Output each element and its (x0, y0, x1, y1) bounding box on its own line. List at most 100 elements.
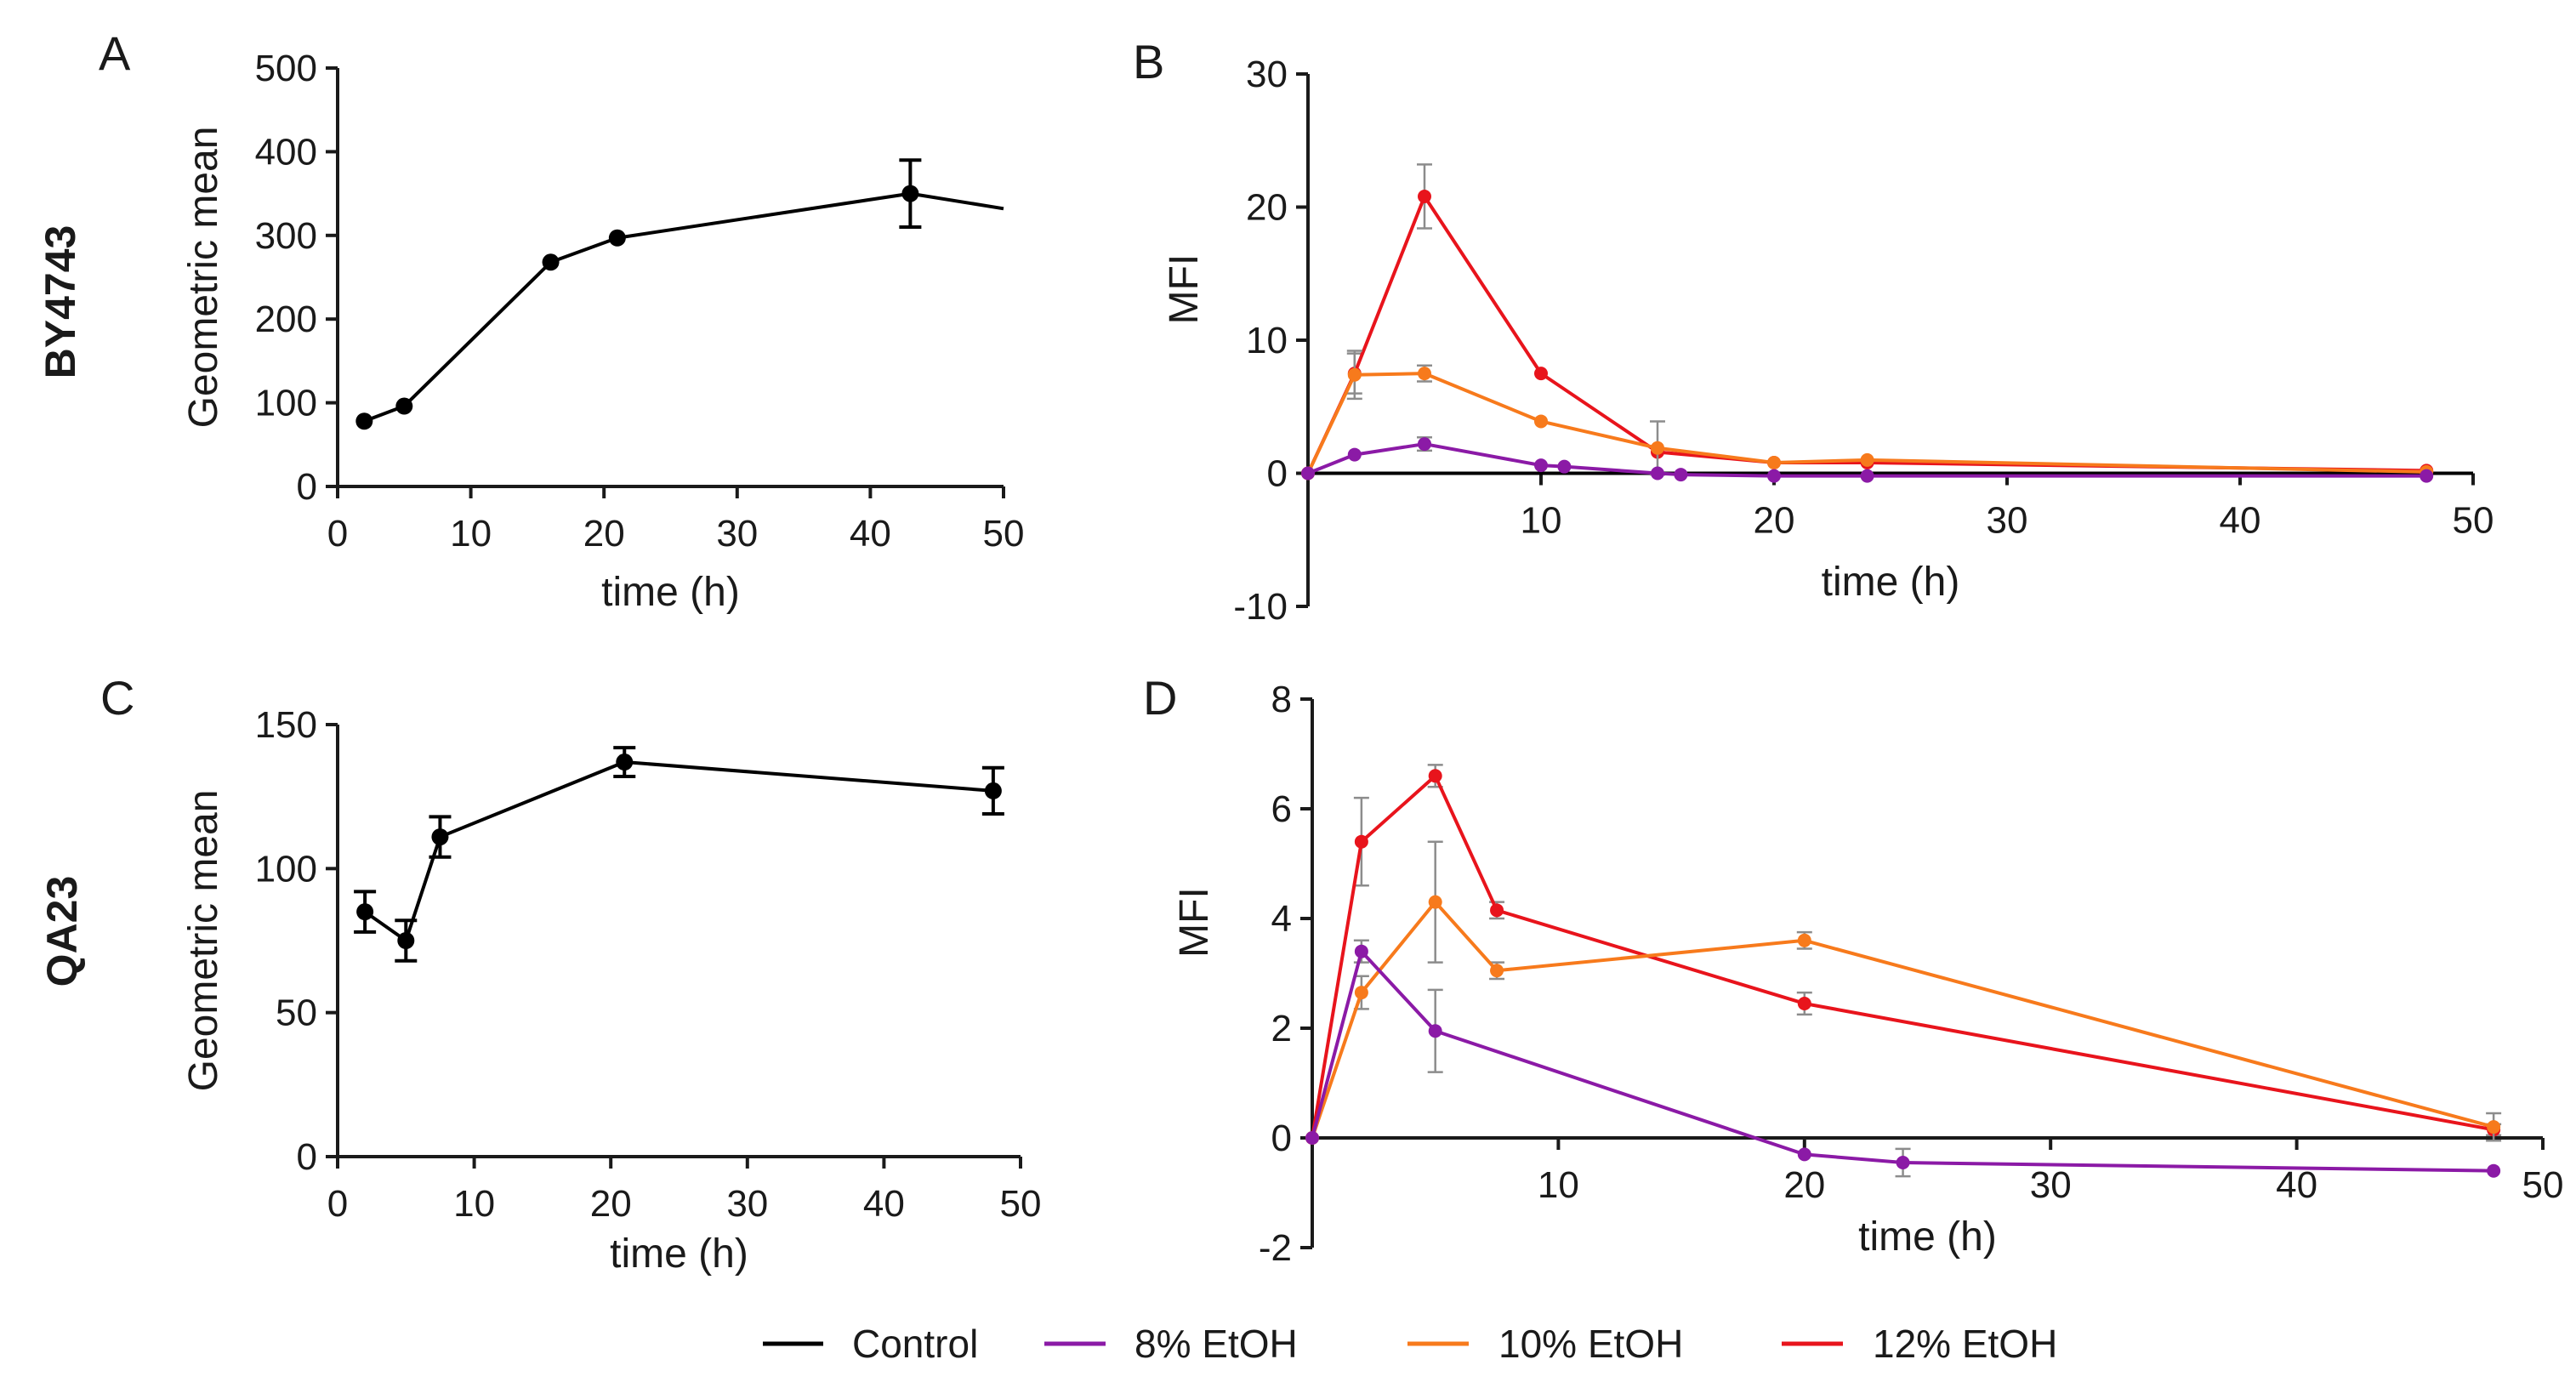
y-tick-label: 30 (1246, 54, 1288, 95)
x-tick-label: 30 (716, 513, 758, 555)
x-tick-label: 40 (863, 1183, 905, 1225)
chart-panel-d: -2 0 2 4 6 8 10 20 30 40 50 time (h) MFI (1172, 679, 2563, 1269)
panel-letter-b: B (1133, 35, 1164, 88)
data-point (1428, 769, 1442, 783)
x-axis-title: time (h) (1822, 560, 1960, 605)
data-point (1557, 459, 1572, 474)
series-10-etoh (1301, 350, 2434, 481)
y-axis-title: MFI (1172, 887, 1217, 958)
legend: Control 8% EtOH 10% EtOH 12% EtOH (763, 1322, 2057, 1366)
data-point (1797, 1147, 1811, 1162)
row-label-top: BY4743 (37, 225, 84, 379)
x-axis-title: time (h) (610, 1231, 748, 1277)
series-line (1307, 442, 2427, 478)
x-tick-label: 10 (453, 1183, 495, 1225)
data-point (1428, 895, 1442, 909)
x-tick-label: 30 (1987, 500, 2028, 542)
data-point (395, 397, 413, 415)
series-line (1311, 900, 2494, 1139)
data-point (356, 903, 374, 921)
data-point (1305, 1131, 1319, 1145)
data-point (616, 754, 634, 771)
y-tick-label: 4 (1271, 898, 1292, 940)
y-tick-label: 500 (255, 48, 317, 89)
x-tick-label: 20 (590, 1183, 632, 1225)
series-line (1311, 774, 2494, 1139)
y-tick-label: 0 (297, 1136, 317, 1178)
data-point (355, 412, 373, 430)
y-tick-label: 100 (255, 848, 317, 890)
row-label-bottom: QA23 (38, 876, 86, 987)
y-tick-label: 0 (1267, 453, 1288, 495)
series-line (1311, 949, 2494, 1173)
series-line (1306, 194, 2427, 475)
data-point (1534, 414, 1548, 429)
legend-item-etoh8: 8% EtOH (1044, 1322, 1298, 1366)
x-tick-label: 30 (726, 1183, 768, 1225)
data-point (1418, 189, 1431, 203)
panel-letter-d: D (1143, 671, 1177, 725)
y-tick-label: -2 (1259, 1227, 1292, 1269)
y-tick-label: 0 (1271, 1118, 1292, 1159)
data-point (1354, 944, 1368, 958)
x-tick-label: 40 (850, 513, 891, 555)
data-point (1797, 933, 1811, 947)
data-point (397, 932, 415, 949)
data-point (542, 253, 560, 271)
panel-letter-c: C (100, 671, 134, 725)
x-tick-label: 50 (2453, 500, 2494, 542)
series-control (355, 158, 1004, 430)
x-tick-label: 10 (1521, 500, 1562, 542)
y-tick-label: 0 (297, 466, 317, 508)
chart-panel-b: -10 0 10 20 30 10 20 30 40 50 time (h) MFI (1162, 54, 2494, 628)
y-tick-label: -10 (1233, 586, 1288, 628)
data-point (1674, 468, 1688, 482)
chart-panel-a: 0 100 200 300 400 500 0 10 20 30 40 50 time (h) Geome… (181, 48, 1024, 615)
data-point (984, 782, 1002, 799)
data-point (1860, 469, 1874, 483)
y-tick-label: 200 (255, 299, 317, 340)
series-control (354, 746, 1004, 963)
data-point (1418, 437, 1431, 452)
data-point (608, 229, 626, 247)
data-point (2487, 1163, 2501, 1178)
x-axis-title: time (h) (601, 570, 740, 615)
data-point (2487, 1120, 2501, 1135)
x-tick-label: 40 (2220, 500, 2261, 542)
data-point (2420, 469, 2434, 483)
legend-label: 10% EtOH (1498, 1322, 1683, 1366)
panel-letter-a: A (99, 26, 131, 80)
y-axis-title: Geometric mean (181, 790, 226, 1092)
y-tick-label: 400 (255, 131, 317, 173)
data-point (1490, 964, 1504, 978)
legend-label: Control (852, 1322, 978, 1366)
data-point (901, 185, 919, 202)
data-point (431, 828, 449, 846)
data-point (1651, 466, 1664, 481)
data-point (1860, 452, 1874, 467)
y-tick-label: 20 (1246, 187, 1288, 229)
legend-item-etoh12: 12% EtOH (1782, 1322, 2057, 1366)
x-tick-label: 50 (2522, 1164, 2564, 1206)
x-tick-label: 20 (583, 513, 625, 555)
data-point (1301, 466, 1315, 481)
data-point (1651, 441, 1664, 455)
series-line (363, 760, 994, 942)
series-8-etoh (1301, 435, 2434, 483)
legend-label: 12% EtOH (1873, 1322, 2057, 1366)
x-tick-label: 40 (2276, 1164, 2317, 1206)
x-tick-label: 0 (327, 1183, 348, 1225)
y-axis-title: Geometric mean (181, 127, 226, 429)
y-tick-label: 2 (1271, 1008, 1292, 1049)
data-point (1490, 903, 1504, 918)
data-point (1767, 455, 1781, 469)
y-tick-label: 150 (255, 704, 317, 746)
x-axis-title: time (h) (1858, 1214, 1997, 1260)
y-tick-label: 10 (1246, 320, 1288, 361)
data-point (1896, 1156, 1910, 1170)
data-point (1428, 1024, 1442, 1038)
data-point (1534, 458, 1548, 473)
series-8-etoh (1305, 939, 2501, 1178)
legend-label: 8% EtOH (1134, 1322, 1298, 1366)
